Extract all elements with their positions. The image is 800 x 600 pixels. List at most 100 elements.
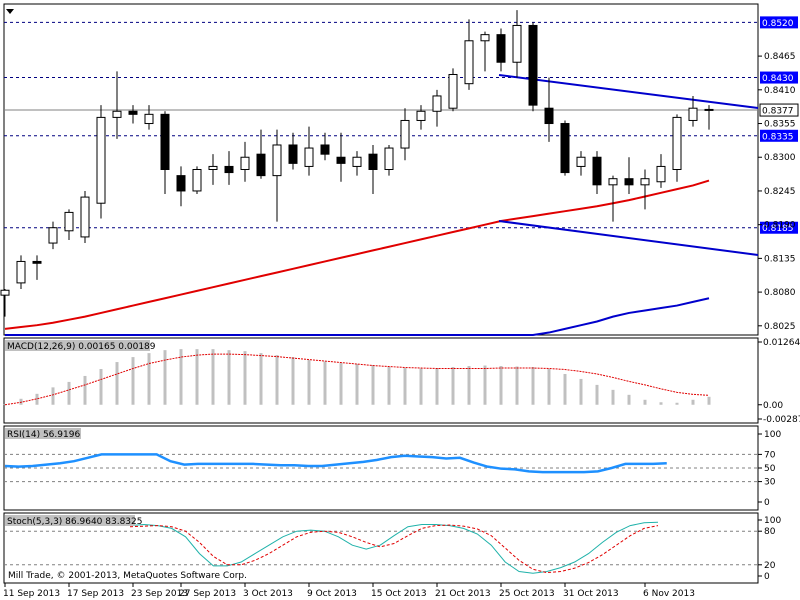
candle-body xyxy=(64,211,74,232)
price-panel[interactable] xyxy=(3,3,759,336)
macd-histogram-bar xyxy=(147,353,151,405)
candle-body xyxy=(400,119,410,149)
time-axis-label: 25 Oct 2013 xyxy=(499,589,555,599)
candle-body xyxy=(128,110,138,115)
price-level-label: 0.8185 xyxy=(762,224,794,234)
candlestick[interactable] xyxy=(560,120,570,176)
macd-histogram-bar xyxy=(371,365,375,405)
price-level-badge xyxy=(760,129,798,142)
macd-histogram-bar xyxy=(163,350,167,405)
candlestick[interactable] xyxy=(288,132,298,170)
candlestick[interactable] xyxy=(624,157,634,195)
candlestick[interactable] xyxy=(272,129,282,222)
time-axis-label: 3 Oct 2013 xyxy=(243,589,293,599)
candlestick[interactable] xyxy=(704,105,714,130)
candle-body xyxy=(496,34,506,63)
candlestick[interactable] xyxy=(544,77,554,142)
candlestick[interactable] xyxy=(32,255,42,280)
candlestick[interactable] xyxy=(176,166,186,207)
trendline-upper[interactable] xyxy=(498,74,759,109)
macd-label: MACD(12,26,9) 0.00165 0.00189 xyxy=(7,342,156,352)
candlestick[interactable] xyxy=(320,132,330,161)
moving-average-blue xyxy=(5,297,710,336)
chart-menu-arrow-icon[interactable] xyxy=(6,9,14,14)
candlestick[interactable] xyxy=(432,89,442,127)
candlestick[interactable] xyxy=(352,151,362,176)
stoch-label: Stoch(5,3,3) 86.9640 83.8325 xyxy=(7,517,142,527)
candlestick[interactable] xyxy=(480,31,490,72)
candlestick[interactable] xyxy=(256,129,266,179)
macd-histogram-bar xyxy=(419,368,423,405)
candle-body xyxy=(704,108,714,111)
candlestick[interactable] xyxy=(224,151,234,185)
current-price-label: 0.8377 xyxy=(762,107,794,117)
candle-body xyxy=(272,144,282,177)
candle-body xyxy=(608,178,618,186)
candlestick[interactable] xyxy=(656,154,666,188)
candlestick[interactable] xyxy=(496,28,506,72)
candle-body xyxy=(176,175,186,192)
rsi-panel[interactable] xyxy=(3,425,759,511)
candle-body xyxy=(528,24,538,106)
macd-histogram-bar xyxy=(611,389,615,405)
candlestick[interactable] xyxy=(128,105,138,124)
candlestick[interactable] xyxy=(576,151,586,176)
candlestick[interactable] xyxy=(0,289,10,317)
candlestick[interactable] xyxy=(112,71,122,139)
candlestick[interactable] xyxy=(96,105,106,219)
candlestick[interactable] xyxy=(16,255,26,290)
price-axis-label: 0.8410 xyxy=(764,86,796,96)
macd-histogram-bar xyxy=(595,384,599,405)
candlestick[interactable] xyxy=(416,105,426,130)
candlestick[interactable] xyxy=(336,132,346,182)
candlestick[interactable] xyxy=(688,95,698,127)
candlestick[interactable] xyxy=(192,166,202,195)
candle-body xyxy=(32,260,42,264)
time-axis-label: 21 Oct 2013 xyxy=(435,589,491,599)
stoch-signal-line xyxy=(129,524,659,574)
macd-histogram-bar xyxy=(211,349,215,405)
candle-body xyxy=(640,178,650,186)
candlestick[interactable] xyxy=(144,105,154,130)
candlestick[interactable] xyxy=(80,190,90,244)
candle-body xyxy=(448,73,458,109)
candlestick[interactable] xyxy=(208,154,218,185)
candlestick[interactable] xyxy=(240,141,250,182)
time-axis-label: 17 Sep 2013 xyxy=(67,589,124,599)
candlestick[interactable] xyxy=(672,114,682,182)
trendline-lower[interactable] xyxy=(498,220,759,256)
stoch-axis-label: 80 xyxy=(764,527,776,537)
macd-histogram-bar xyxy=(483,365,487,405)
candlestick[interactable] xyxy=(400,108,410,161)
candlestick[interactable] xyxy=(592,151,602,195)
moving-average-red xyxy=(4,179,710,330)
candle-body xyxy=(48,227,58,244)
macd-panel[interactable] xyxy=(3,337,759,424)
candlestick[interactable] xyxy=(448,68,458,112)
candle-body xyxy=(352,156,362,167)
macd-histogram-bar xyxy=(291,357,295,405)
macd-histogram-bar xyxy=(707,396,711,405)
candlestick[interactable] xyxy=(640,169,650,210)
macd-histogram-bar xyxy=(579,378,583,405)
candlestick[interactable] xyxy=(528,22,538,112)
price-level-badge xyxy=(760,71,798,84)
macd-histogram-bar xyxy=(627,394,631,405)
candle-body xyxy=(336,156,346,164)
candlestick[interactable] xyxy=(64,209,74,240)
price-level-label: 0.8335 xyxy=(762,132,794,142)
price-level-badge xyxy=(760,16,798,29)
candlestick[interactable] xyxy=(608,175,618,222)
candlestick[interactable] xyxy=(48,221,58,250)
candlestick[interactable] xyxy=(512,10,522,78)
candle-body xyxy=(208,165,218,170)
price-axis-label: 0.8300 xyxy=(764,153,796,163)
candlestick[interactable] xyxy=(368,144,378,195)
candlestick[interactable] xyxy=(384,144,394,176)
candlestick[interactable] xyxy=(304,126,314,176)
candlestick[interactable] xyxy=(160,111,170,195)
trendlines[interactable] xyxy=(498,74,759,256)
candlestick[interactable] xyxy=(464,19,474,90)
